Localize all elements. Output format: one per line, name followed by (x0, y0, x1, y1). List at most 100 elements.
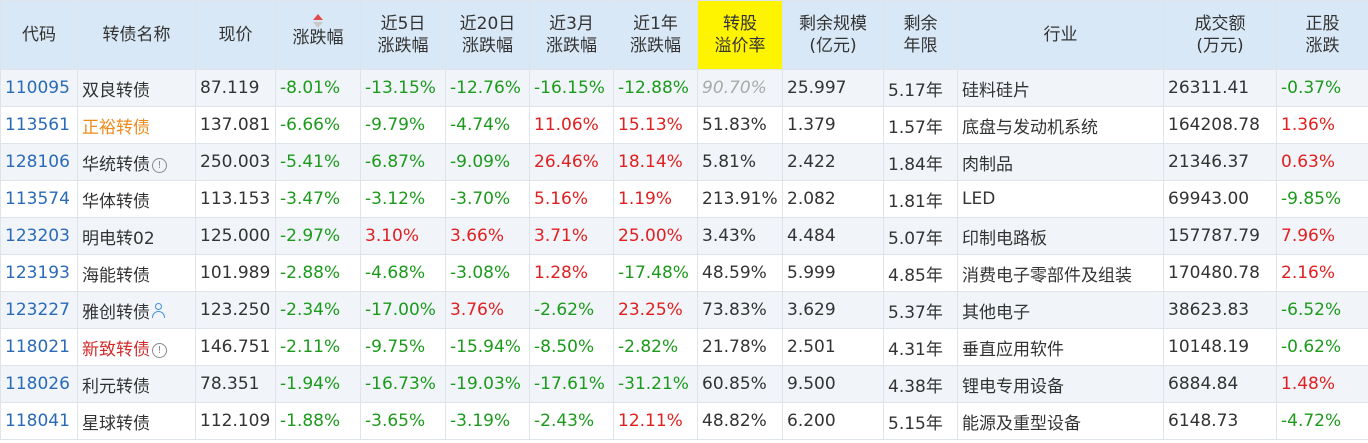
col-header-industry[interactable]: 行业 (957, 0, 1164, 70)
cell-code[interactable]: 123203 (0, 217, 78, 255)
name-value[interactable]: 星球转债 (82, 413, 150, 434)
cell-chg3m: -17.61% (529, 365, 614, 403)
table-row[interactable]: 118026 利元转债 78.351 -1.94% -16.73% -19.03% -17.… (0, 365, 1368, 403)
cell-code[interactable]: 118021 (0, 328, 78, 366)
cell-name[interactable]: 双良转债 (77, 69, 196, 107)
table-row[interactable]: 123193 海能转债 101.989 -2.88% -4.68% -3.08% 1.28%… (0, 254, 1368, 292)
name-value[interactable]: 双良转债 (82, 80, 150, 101)
chg3m-value: 1.28% (534, 263, 589, 283)
cell-code[interactable]: 113574 (0, 180, 78, 218)
cell-change: -2.11% (275, 328, 361, 366)
code-value[interactable]: 118041 (5, 411, 70, 431)
code-value[interactable]: 123193 (5, 263, 70, 283)
cell-chg3m: 1.28% (529, 254, 614, 292)
cell-name[interactable]: 海能转债 (77, 254, 196, 292)
cell-code[interactable]: 113561 (0, 106, 78, 144)
cell-industry: 底盘与发动机系统 (957, 106, 1164, 144)
code-value[interactable]: 113561 (5, 115, 70, 135)
person-icon[interactable] (152, 302, 166, 319)
name-value[interactable]: 正裕转债 (82, 117, 150, 138)
col-header-label: 涨跌幅 (462, 36, 513, 56)
col-header-stock-chg[interactable]: 正股 涨跌 (1276, 0, 1368, 70)
col-header-price[interactable]: 现价 (195, 0, 276, 70)
cell-code[interactable]: 118026 (0, 365, 78, 403)
col-header-scale[interactable]: 剩余规模 (亿元) (782, 0, 884, 70)
code-value[interactable]: 123227 (5, 300, 70, 320)
info-icon[interactable]: ! (152, 342, 167, 358)
stock-chg-value: -0.37% (1281, 78, 1342, 98)
code-value[interactable]: 128106 (5, 152, 70, 172)
change-value: -2.88% (280, 263, 341, 283)
col-header-chg5d[interactable]: 近5日 涨跌幅 (360, 0, 446, 70)
table-body: 110095 双良转债 87.119 -8.01% -13.15% -12.76% -16.… (0, 69, 1368, 440)
cell-name[interactable]: 华统转债! (77, 143, 196, 181)
col-header-chg3m[interactable]: 近3月 涨跌幅 (529, 0, 614, 70)
table-row[interactable]: 118021 新致转债! 146.751 -2.11% -9.75% -15.94% -8.… (0, 328, 1368, 366)
col-header-volume[interactable]: 成交额 (万元) (1163, 0, 1277, 70)
cell-chg20d: -3.70% (445, 180, 530, 218)
col-header-premium[interactable]: 转股 溢价率 (697, 0, 783, 70)
col-header-chg20d[interactable]: 近20日 涨跌幅 (445, 0, 530, 70)
code-value[interactable]: 118021 (5, 337, 70, 357)
code-value[interactable]: 110095 (5, 78, 70, 98)
cell-code[interactable]: 128106 (0, 143, 78, 181)
chg20d-value: -3.19% (450, 411, 511, 431)
name-value[interactable]: 海能转债 (82, 265, 150, 286)
chg1y-value: 25.00% (618, 226, 683, 246)
table-row[interactable]: 128106 华统转债! 250.003 -5.41% -6.87% -9.09% 26.4… (0, 143, 1368, 181)
cell-code[interactable]: 110095 (0, 69, 78, 107)
chg1y-value: 1.19% (618, 189, 673, 209)
table-row[interactable]: 113574 华体转债 113.153 -3.47% -3.12% -3.70% 5.16%… (0, 180, 1368, 218)
cell-code[interactable]: 123193 (0, 254, 78, 292)
cell-stock-chg: -6.52% (1276, 291, 1368, 329)
cell-name[interactable]: 星球转债 (77, 402, 196, 440)
scale-value: 2.082 (787, 189, 836, 209)
table-row[interactable]: 113561 正裕转债 137.081 -6.66% -9.79% -4.74% 11.06… (0, 106, 1368, 144)
years-value: 1.57年 (888, 117, 943, 138)
chg1y-value: -31.21% (618, 374, 689, 394)
name-value[interactable]: 华统转债 (82, 154, 150, 175)
cell-name[interactable]: 华体转债 (77, 180, 196, 218)
col-header-change[interactable]: 涨跌幅 (275, 0, 361, 70)
industry-value: 印制电路板 (962, 228, 1047, 249)
chg3m-value: 11.06% (534, 115, 599, 135)
volume-value: 21346.37 (1168, 152, 1250, 172)
cell-price: 113.153 (195, 180, 276, 218)
col-header-chg1y[interactable]: 近1年 涨跌幅 (613, 0, 698, 70)
cell-years: 4.85年 (883, 254, 958, 292)
code-value[interactable]: 113574 (5, 189, 70, 209)
change-value: -1.94% (280, 374, 341, 394)
cell-chg20d: 3.66% (445, 217, 530, 255)
cell-name[interactable]: 新致转债! (77, 328, 196, 366)
scale-value: 25.997 (787, 78, 847, 98)
table-row[interactable]: 123203 明电转02 125.000 -2.97% 3.10% 3.66% 3.71% 2… (0, 217, 1368, 255)
table-row[interactable]: 123227 雅创转债 123.250 -2.34% -17.00% 3.76% -2.62… (0, 291, 1368, 329)
premium-value: 60.85% (702, 374, 767, 394)
name-value[interactable]: 雅创转债 (82, 302, 150, 323)
chg1y-value: 23.25% (618, 300, 683, 320)
name-value[interactable]: 利元转债 (82, 376, 150, 397)
info-icon[interactable]: ! (152, 157, 167, 173)
cell-price: 87.119 (195, 69, 276, 107)
cell-code[interactable]: 118041 (0, 402, 78, 440)
sort-arrows-icon[interactable] (277, 14, 360, 28)
col-header-name[interactable]: 转债名称 (77, 0, 196, 70)
code-value[interactable]: 123203 (5, 226, 70, 246)
code-value[interactable]: 118026 (5, 374, 70, 394)
cell-name[interactable]: 利元转债 (77, 365, 196, 403)
cell-name[interactable]: 正裕转债 (77, 106, 196, 144)
col-header-label: 正股 (1305, 14, 1340, 34)
cell-code[interactable]: 123227 (0, 291, 78, 329)
name-value[interactable]: 新致转债 (82, 339, 150, 360)
col-header-code[interactable]: 代码 (0, 0, 78, 70)
cell-name[interactable]: 雅创转债 (77, 291, 196, 329)
cell-chg3m: -8.50% (529, 328, 614, 366)
scale-value: 6.200 (787, 411, 836, 431)
name-value[interactable]: 明电转02 (82, 228, 155, 249)
cell-name[interactable]: 明电转02 (77, 217, 196, 255)
col-header-years[interactable]: 剩余 年限 (883, 0, 958, 70)
name-value[interactable]: 华体转债 (82, 191, 150, 212)
table-row[interactable]: 118041 星球转债 112.109 -1.88% -3.65% -3.19% -2.43… (0, 402, 1368, 440)
stock-chg-value: 1.36% (1281, 115, 1336, 135)
table-row[interactable]: 110095 双良转债 87.119 -8.01% -13.15% -12.76% -16.… (0, 69, 1368, 107)
